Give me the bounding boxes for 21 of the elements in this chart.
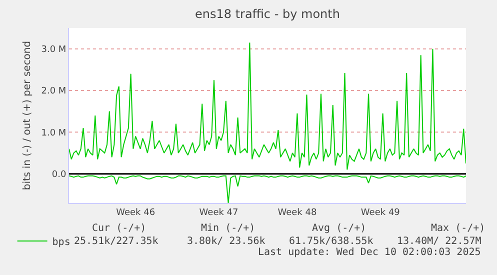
line-series	[69, 42, 466, 170]
x-tick-label: Week 46	[116, 208, 156, 218]
y-tick-label: 0.0	[52, 170, 66, 180]
text: Min (-/+)	[201, 223, 256, 234]
y-tick-label: 2.0 M	[41, 86, 66, 97]
text: Avg (-/+)	[312, 223, 366, 234]
y-tick-label: 1.0 M	[41, 128, 66, 138]
text: 3.80k/ 23.56k	[187, 236, 266, 247]
text: 25.51k/227.35k	[74, 236, 158, 247]
text: Max (-/+)	[431, 223, 486, 234]
text: 13.40M/ 22.57M	[397, 236, 482, 247]
chart-title: ens18 traffic - by month	[195, 7, 340, 22]
x-tick-label: Week 48	[278, 208, 317, 218]
legend-label: bps	[52, 236, 70, 248]
y-tick-label: 3.0 M	[41, 44, 66, 55]
text: 61.75k/638.55k	[289, 236, 374, 247]
text: Last update: Wed Dec 10 02:00:03 2025	[258, 247, 481, 258]
text: Cur (-/+)	[92, 223, 146, 234]
y-axis-title: bits in (-) / out (+) per second	[22, 40, 34, 190]
x-tick-label: Week 47	[199, 208, 238, 218]
x-tick-label: Week 49	[360, 208, 400, 218]
